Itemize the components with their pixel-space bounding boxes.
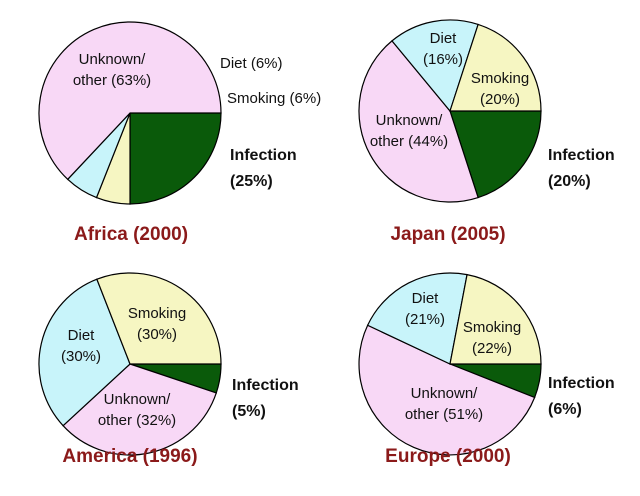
slice-infection [129, 112, 222, 205]
label-infection-value: (6%) [548, 401, 582, 418]
label-unknown-other-value: other (32%) [98, 412, 176, 429]
label-smoking: Smoking (6%) [227, 90, 321, 107]
slice-unknown-other [62, 363, 218, 456]
label-smoking: Smoking [128, 305, 186, 322]
pie-africa-2000: Infection (25%) Smoking (6%) Diet (6%) Unkno… [38, 21, 321, 245]
label-diet-value: (21%) [405, 311, 445, 328]
label-infection-value: (25%) [230, 173, 273, 190]
label-smoking-value: (22%) [472, 340, 512, 357]
label-infection: Infection [230, 147, 297, 164]
slice-unknown-other [358, 40, 479, 203]
slice-smoking [96, 272, 222, 365]
label-diet: Diet (6%) [220, 55, 283, 72]
chart-title: Japan (2005) [390, 224, 505, 245]
slice-diet [366, 272, 468, 365]
label-smoking-value: (30%) [137, 326, 177, 343]
slice-unknown-other [358, 324, 536, 456]
chart-title: Europe (2000) [385, 446, 511, 467]
label-unknown-other: Unknown/ [411, 385, 479, 402]
pie-japan-2005: Infection (20%) Unknown/other (44%) Diet (16… [358, 19, 615, 245]
label-diet: Diet [68, 327, 96, 344]
slice-infection [449, 110, 542, 199]
pie-europe-2000: Infection (6%) Unknown/other (51%) Diet (21%… [358, 272, 615, 467]
label-unknown-other: Unknown/ [376, 112, 444, 129]
pie-america-1996: Infection (5%) Unknown/other (32%) Diet (30%… [38, 272, 299, 467]
slice-diet [391, 19, 479, 113]
label-unknown-other: Unknown/ [104, 391, 172, 408]
label-diet: Diet [430, 30, 458, 47]
label-smoking: Smoking [463, 319, 521, 336]
label-diet: Diet [412, 290, 440, 307]
slice-smoking [449, 273, 542, 365]
label-diet-value: (30%) [61, 348, 101, 365]
label-infection: Infection [548, 147, 615, 164]
label-diet-value: (16%) [423, 51, 463, 68]
label-unknown-other-value: other (63%) [73, 72, 151, 89]
label-unknown-other-value: other (51%) [405, 406, 483, 423]
slice-diet [38, 278, 131, 427]
slice-smoking [449, 23, 542, 112]
label-smoking-value: (20%) [480, 91, 520, 108]
chart-title: America (1996) [62, 446, 197, 467]
slice-unknown-other [38, 21, 222, 181]
label-smoking: Smoking [471, 70, 529, 87]
label-unknown-other: Unknown/ [79, 51, 147, 68]
chart-title: Africa (2000) [74, 224, 188, 245]
label-infection: Infection [548, 375, 615, 392]
label-infection-value: (20%) [548, 173, 591, 190]
label-infection-value: (5%) [232, 403, 266, 420]
label-unknown-other-value: other (44%) [370, 133, 448, 150]
label-infection: Infection [232, 377, 299, 394]
